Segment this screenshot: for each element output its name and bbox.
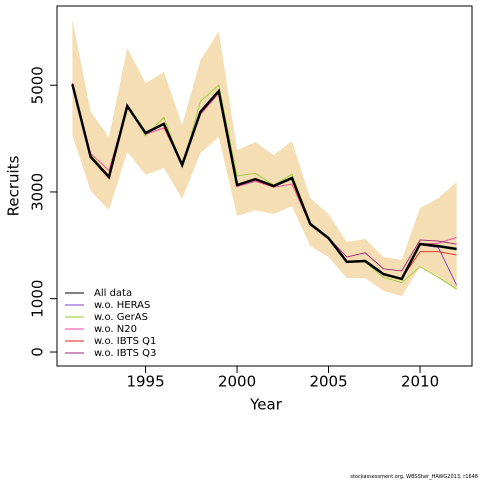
legend-label: w.o. IBTS Q3 bbox=[94, 348, 156, 359]
y-tick-label: 5000 bbox=[29, 66, 47, 104]
y-tick-label: 0 bbox=[29, 347, 47, 357]
x-tick-label: 2010 bbox=[401, 373, 439, 391]
x-tick-label: 2000 bbox=[218, 373, 256, 391]
x-axis-label: Year bbox=[249, 396, 283, 414]
legend-label: w.o. GerAS bbox=[94, 312, 148, 323]
series-line bbox=[71, 83, 457, 281]
footer: stockassessment.org, WBSSher_HAWG2013, r… bbox=[350, 474, 478, 480]
x-tick-label: 1995 bbox=[126, 373, 164, 391]
confidence-band bbox=[72, 19, 457, 296]
y-tick-label: 3000 bbox=[29, 173, 47, 211]
y-tick-label: 1000 bbox=[29, 280, 47, 318]
x-tick-label: 2005 bbox=[309, 373, 347, 391]
legend-label: w.o. N20 bbox=[94, 324, 137, 335]
legend-label: w.o. IBTS Q1 bbox=[94, 336, 156, 347]
legend-label: w.o. HERAS bbox=[94, 300, 150, 311]
legend-label: All data bbox=[94, 288, 132, 299]
y-axis-label: Recruits bbox=[5, 155, 23, 216]
